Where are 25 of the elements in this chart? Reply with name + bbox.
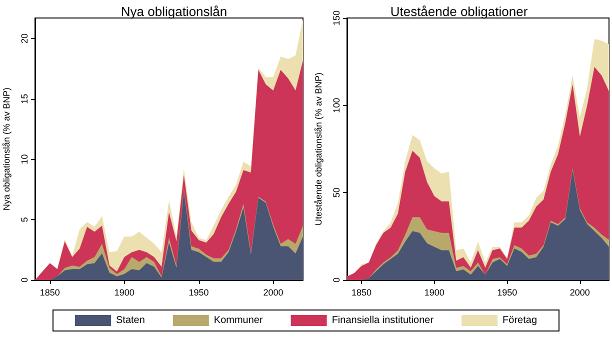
x-tick-label: 1900 xyxy=(424,288,444,298)
y-tick-label: 150 xyxy=(332,10,342,26)
legend-label: Finansiella institutioner xyxy=(332,315,434,326)
y-tick-label: 10 xyxy=(20,154,30,164)
y-axis-title: Nya obligationslån (% av BNP) xyxy=(2,87,12,211)
x-tick-label: 2000 xyxy=(570,288,590,298)
chart-title: Utestående obligationer xyxy=(390,4,528,19)
y-tick-label: 20 xyxy=(20,34,30,44)
x-tick-label: 1850 xyxy=(40,288,60,298)
y-tick-label: 0 xyxy=(332,277,342,283)
x-tick-label: 1900 xyxy=(114,288,134,298)
legend-label: Staten xyxy=(116,315,145,326)
x-tick-label: 1950 xyxy=(497,288,518,298)
x-tick-label: 2000 xyxy=(263,288,284,298)
y-tick-label: 0 xyxy=(20,277,30,283)
legend-label: Företag xyxy=(502,315,538,326)
y-tick-label: 5 xyxy=(20,217,30,222)
legend-label: Kommuner xyxy=(214,315,264,326)
y-tick-label: 50 xyxy=(332,188,342,198)
y-tick-label: 15 xyxy=(20,94,30,104)
x-tick-label: 1850 xyxy=(352,288,372,298)
y-tick-label: 100 xyxy=(332,98,342,113)
chart-title: Nya obligationslån xyxy=(120,4,228,19)
x-tick-label: 1950 xyxy=(188,288,209,298)
y-axis-title: Utestående obligationslån (% av BNP) xyxy=(314,72,324,226)
